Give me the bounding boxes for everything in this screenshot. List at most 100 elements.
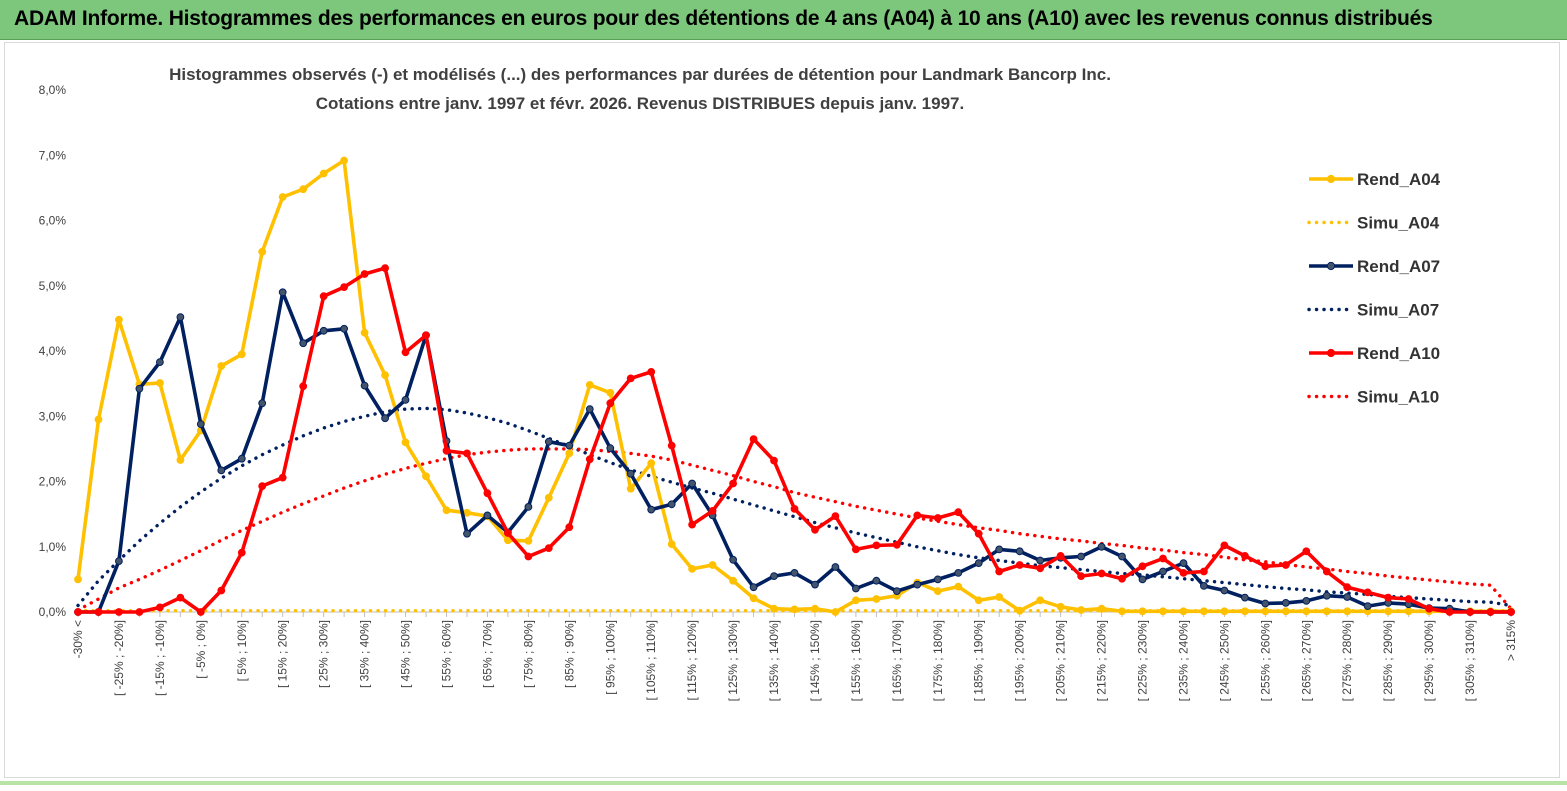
data-point [94,608,103,616]
x-tick-label: [ 85% ; 90%] [562,620,576,688]
data-point [1015,606,1024,615]
x-tick-label: [ 285% ; 290%] [1381,620,1395,701]
y-tick-label: 6,0% [39,214,67,228]
data-point [94,415,103,424]
data-point [1200,607,1208,616]
data-point [1302,607,1311,616]
data-point [831,608,840,616]
data-point [196,420,205,429]
data-point [1404,595,1413,603]
data-point [585,455,594,464]
data-point [852,584,860,593]
x-tick-label: [ 295% ; 300%] [1422,620,1436,701]
x-tick-label: [ 115% ; 120%] [685,620,699,701]
data-point [483,511,492,520]
x-tick-label: [ 125% ; 130%] [726,620,740,701]
data-point [1220,541,1229,550]
data-point [217,586,226,595]
data-point [1241,552,1249,560]
data-point [115,557,123,565]
data-point [872,576,881,585]
data-point [1343,593,1352,601]
data-point [237,548,246,557]
data-point [196,608,205,616]
data-point [1281,599,1290,607]
data-point [688,565,696,573]
y-tick-label: 5,0% [39,279,67,293]
x-tick-label: [ 215% ; 220%] [1095,620,1109,701]
x-tick-label: [ 65% ; 70%] [480,620,494,688]
data-point [1036,596,1045,605]
data-point [156,603,164,612]
data-point [1015,547,1024,556]
data-point [831,563,840,571]
data-point [1302,597,1311,605]
legend: Rend_A04 Simu_A04 Rend_A07 Simu_A07 Rend_A10… [1296,150,1476,420]
data-point [360,381,369,390]
data-point [381,264,390,273]
chart-titles: Histogrammes observés (-) et modélisés (… [169,65,1111,113]
series-Rend_A04 [74,156,1515,616]
data-point [995,545,1004,554]
data-point [974,559,983,567]
data-point [954,569,963,577]
data-point [585,381,594,389]
x-tick-label: [ 55% ; 60%] [439,620,453,688]
data-point [831,512,840,520]
x-tick-label: [ 75% ; 80%] [521,620,535,688]
data-point [606,388,615,397]
data-point [1200,567,1208,576]
x-tick-label: [ 265% ; 270%] [1299,620,1313,701]
data-point [565,441,574,450]
data-point [217,362,226,370]
data-point [401,396,410,404]
data-point [626,469,635,478]
data-point [688,479,696,488]
data-point [974,596,983,605]
data-point [1097,542,1106,551]
data-point [995,567,1004,576]
data-point [933,514,942,522]
y-tick-label: 3,0% [39,409,67,423]
data-point [237,350,246,359]
data-point [1220,607,1229,616]
x-tick-label: [ 15% ; 20%] [276,620,290,688]
data-point [872,595,881,603]
data-point [258,399,267,408]
data-point [217,466,226,475]
data-point [1384,607,1393,616]
data-point [524,503,533,511]
legend-marker [1326,348,1336,358]
legend-label: Rend_A07 [1357,257,1440,276]
data-point [176,593,185,602]
x-tick-label: [ 45% ; 50%] [399,620,413,688]
data-point [1138,562,1147,571]
data-point [790,605,799,614]
data-point [749,435,758,444]
data-point [1404,607,1413,616]
data-point [811,580,819,589]
data-point [74,608,82,616]
data-point [933,587,942,595]
data-point [667,540,676,548]
data-point [1077,572,1085,580]
chart-title-line: Cotations entre janv. 1997 et févr. 2026… [316,94,964,113]
legend-label: Simu_A04 [1357,214,1440,233]
data-point [872,541,881,550]
data-point [1281,607,1290,616]
data-point [176,456,185,464]
data-point [1281,561,1290,569]
data-point [1159,607,1167,616]
data-point [1036,564,1045,573]
x-tick-label: [ 245% ; 250%] [1217,620,1231,701]
y-tick-label: 4,0% [39,344,67,358]
data-point [790,569,799,577]
data-point [544,437,553,446]
data-point [299,339,308,348]
data-point [667,500,676,509]
legend-marker [1326,261,1336,271]
chart-title-line: Histogrammes observés (-) et modélisés (… [169,65,1111,84]
data-point [606,444,615,453]
data-point [115,608,123,616]
x-tick-label: [ 25% ; 30%] [317,620,331,688]
